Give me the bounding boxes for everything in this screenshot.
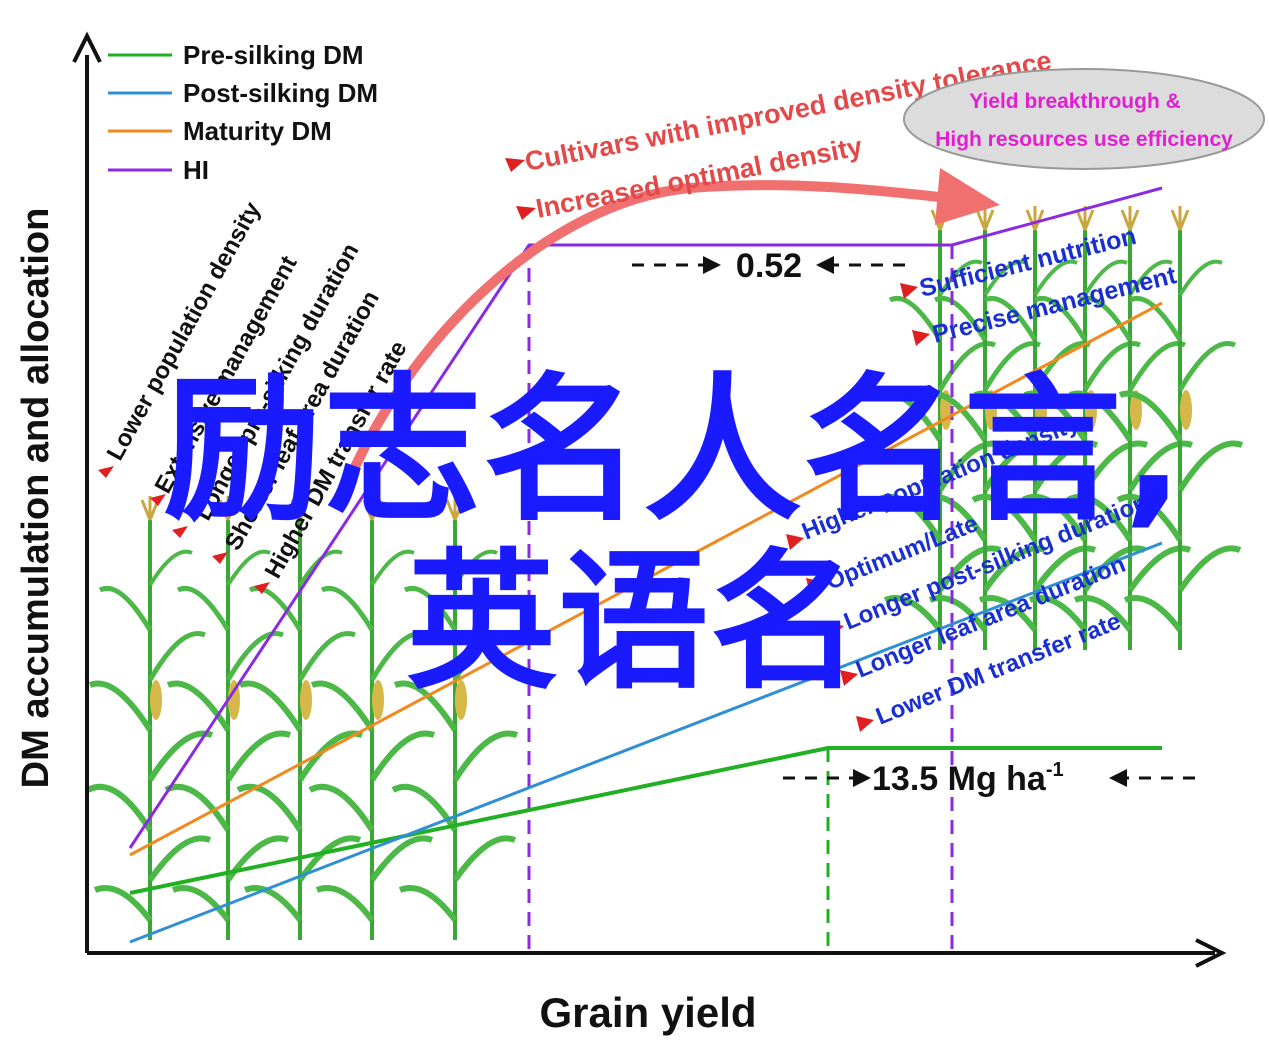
x-axis-arrow-icon [1195,938,1227,968]
y-axis-label: DM accumulation and allocation [15,208,57,789]
pre-silking-dm-line [129,746,1162,895]
maturity-dm-line [129,301,1163,857]
legend-pre-silking-label: Pre-silking DM [183,40,364,70]
right-note-markers [786,534,874,732]
left-notes: Lower population density Extensive manag… [102,197,413,583]
overlay-text-line-2: 英语名 [406,536,863,710]
hi-line [128,186,1163,849]
left-note-markers [98,466,270,594]
right-top-marker-1-icon [900,283,918,299]
x-axis-label: Grain yield [539,989,756,1036]
ellipse-line-1: Yield breakthrough & [969,90,1181,113]
right-top-marker-2-icon [912,330,930,346]
big-red-arrow-head-icon [935,168,1000,225]
legend: Pre-silking DM Post-silking DM Maturity … [108,40,378,185]
yield-breakthrough-ellipse [903,68,1265,170]
hi-value: 0.52 [736,247,802,285]
legend-maturity-label: Maturity DM [183,116,332,146]
arrow-note-marker-2-icon [516,206,536,220]
axes [72,31,1227,968]
yield-value: 13.5 Mg ha-1 [872,759,1064,798]
arrow-note-marker-1-icon [505,158,525,172]
ellipse-line-2: High resources use efficiency [935,128,1233,151]
overlay-text-line-1: 励志名人名言, [163,359,1186,543]
legend-post-silking-label: Post-silking DM [183,78,378,108]
post-silking-dm-line [129,541,1163,944]
big-red-arrow [343,180,966,485]
y-axis-arrow-icon [72,31,102,63]
legend-hi-label: HI [183,155,209,185]
